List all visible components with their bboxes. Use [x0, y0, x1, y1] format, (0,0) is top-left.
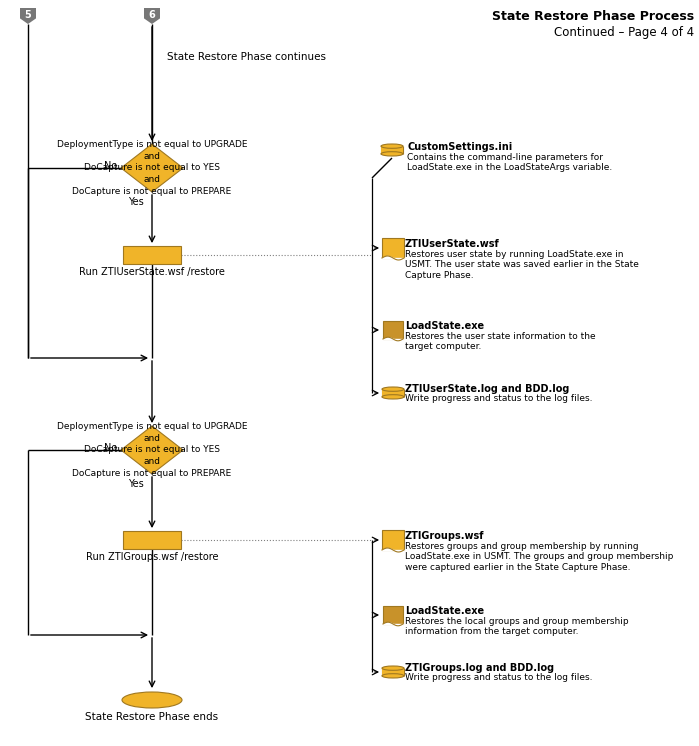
Text: Yes: Yes — [128, 479, 144, 489]
Text: Write progress and status to the log files.: Write progress and status to the log fil… — [405, 673, 593, 682]
Bar — [383, 321, 403, 339]
Text: No: No — [103, 161, 117, 171]
Text: 5: 5 — [24, 10, 31, 20]
Bar — [382, 530, 404, 550]
Bar — [382, 238, 404, 258]
Ellipse shape — [122, 692, 182, 708]
Text: No: No — [103, 443, 117, 453]
Ellipse shape — [382, 387, 404, 392]
Text: Restores the user state information to the
target computer.: Restores the user state information to t… — [405, 332, 596, 351]
Text: Yes: Yes — [128, 197, 144, 207]
Ellipse shape — [381, 144, 403, 148]
Text: LoadState.exe: LoadState.exe — [405, 606, 484, 616]
Ellipse shape — [381, 151, 403, 156]
Text: CustomSettings.ini: CustomSettings.ini — [407, 142, 512, 152]
Text: LoadState.exe: LoadState.exe — [405, 321, 484, 331]
Text: 6: 6 — [149, 10, 155, 20]
Text: Run ZTIGroups.wsf /restore: Run ZTIGroups.wsf /restore — [86, 552, 218, 562]
Polygon shape — [144, 8, 160, 24]
Text: DeploymentType is not equal to UPGRADE
and
DoCapture is not equal to YES
and
DoC: DeploymentType is not equal to UPGRADE a… — [57, 140, 247, 196]
Text: Continued – Page 4 of 4: Continued – Page 4 of 4 — [554, 26, 694, 39]
Text: State Restore Phase continues: State Restore Phase continues — [167, 52, 326, 62]
Text: ZTIGroups.wsf: ZTIGroups.wsf — [405, 531, 484, 541]
FancyBboxPatch shape — [123, 531, 181, 549]
Ellipse shape — [382, 674, 404, 678]
Text: State Restore Phase ends: State Restore Phase ends — [85, 712, 219, 722]
Polygon shape — [121, 426, 183, 474]
Text: ZTIUserState.log and BDD.log: ZTIUserState.log and BDD.log — [405, 384, 570, 394]
Text: DeploymentType is not equal to UPGRADE
and
DoCapture is not equal to YES
and
DoC: DeploymentType is not equal to UPGRADE a… — [57, 422, 247, 478]
Ellipse shape — [382, 395, 404, 399]
Bar — [383, 606, 403, 624]
Bar — [381, 146, 403, 154]
FancyBboxPatch shape — [123, 246, 181, 264]
Text: Write progress and status to the log files.: Write progress and status to the log fil… — [405, 394, 593, 403]
Text: Restores user state by running LoadState.exe in
USMT. The user state was saved e: Restores user state by running LoadState… — [405, 250, 639, 280]
Text: Run ZTIUserState.wsf /restore: Run ZTIUserState.wsf /restore — [79, 267, 225, 277]
Polygon shape — [20, 8, 36, 24]
Text: State Restore Phase Process: State Restore Phase Process — [492, 10, 694, 23]
Text: ZTIUserState.wsf: ZTIUserState.wsf — [405, 239, 500, 249]
Text: ZTIGroups.log and BDD.log: ZTIGroups.log and BDD.log — [405, 663, 554, 673]
Text: Restores the local groups and group membership
information from the target compu: Restores the local groups and group memb… — [405, 617, 628, 636]
Ellipse shape — [382, 666, 404, 671]
Text: Contains the command-line parameters for
LoadState.exe in the LoadStateArgs vari: Contains the command-line parameters for… — [407, 153, 612, 172]
Bar — [382, 668, 404, 676]
Polygon shape — [121, 144, 183, 192]
Bar — [382, 389, 404, 397]
Text: Restores groups and group membership by running
LoadState.exe in USMT. The group: Restores groups and group membership by … — [405, 542, 673, 571]
